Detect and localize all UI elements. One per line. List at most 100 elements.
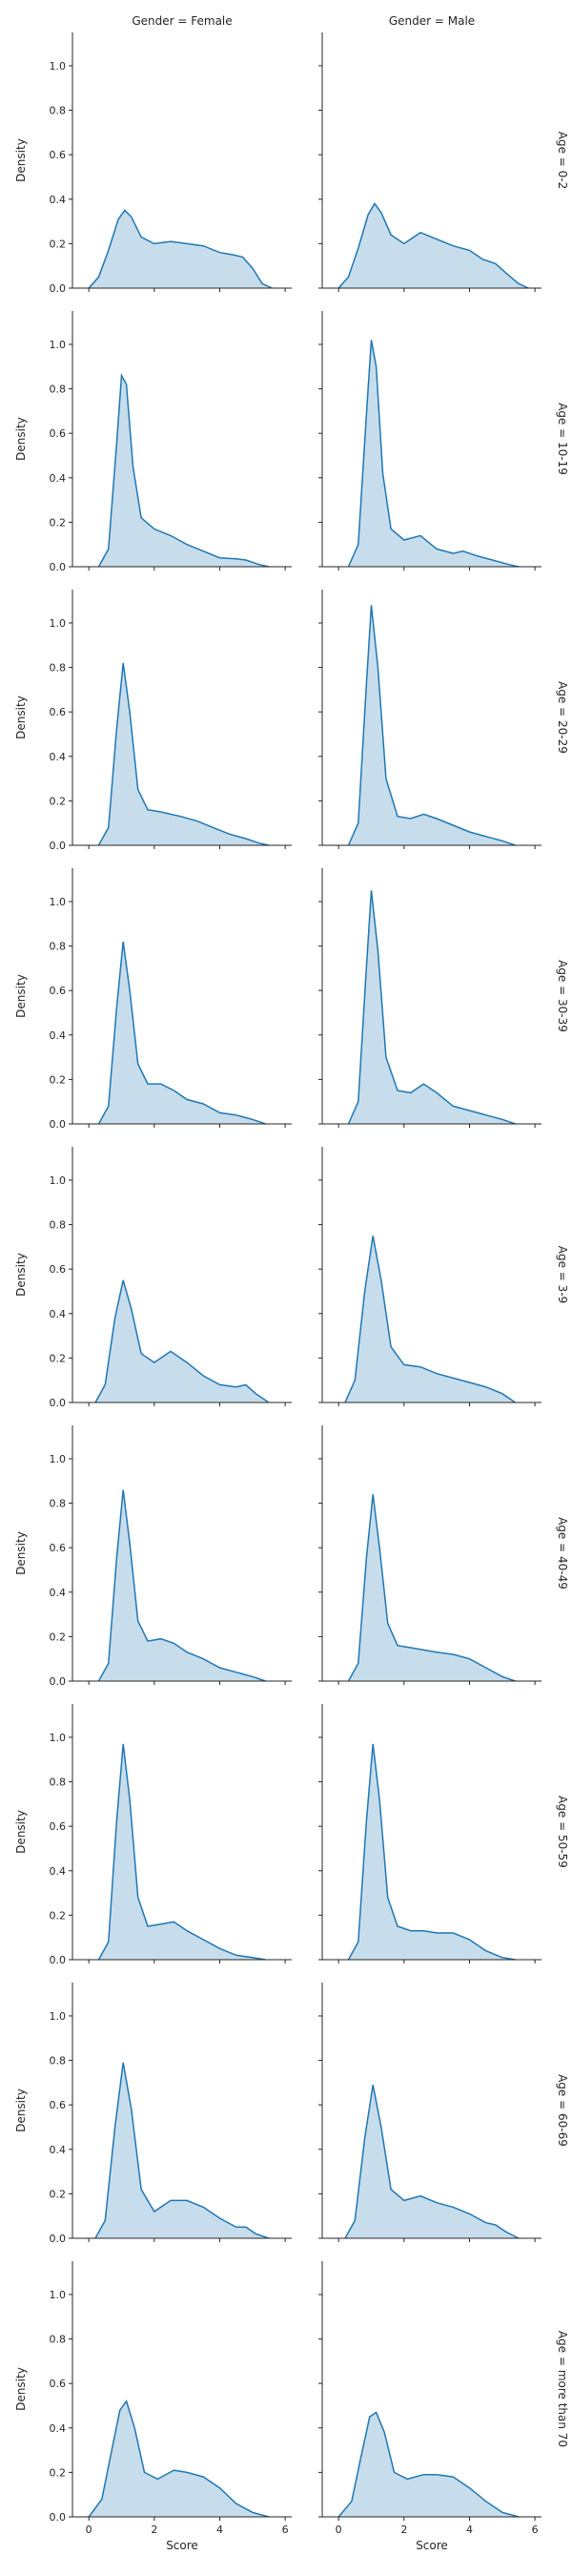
y-tick-label: 0.6 — [50, 706, 67, 718]
y-tick-label: 0.0 — [50, 1118, 67, 1131]
y-tick-label: 0.4 — [50, 2422, 67, 2435]
y-tick-label: 0.0 — [50, 1954, 67, 1966]
kde-area — [345, 2085, 519, 2238]
panel-age-0-2-gender-male — [318, 32, 541, 292]
y-tick-label: 0.8 — [50, 1219, 67, 1232]
kde-curve — [97, 1743, 266, 1961]
kde-area — [98, 941, 266, 1124]
kde-area — [95, 1279, 269, 1402]
y-tick-label: 0.8 — [50, 384, 67, 396]
kde-curve — [88, 2399, 270, 2518]
x-tick-label: 6 — [532, 2524, 539, 2536]
y-tick-label: 1.0 — [50, 2289, 67, 2301]
y-tick-label: 1.0 — [50, 1174, 67, 1187]
kde-curve — [94, 2062, 270, 2239]
kde-area — [348, 340, 519, 567]
y-tick-label: 1.0 — [50, 60, 67, 73]
kde-curve — [97, 941, 266, 1125]
row-title-age-20-29: Age = 20-29 — [556, 681, 569, 754]
kde-area — [98, 1489, 266, 1681]
panel-age-50-59-gender-female: 0.0 0.2 0.4 0.6 0.8 1.0 Density — [14, 1704, 292, 1966]
row-title-age-3-9: Age = 3-9 — [556, 1246, 569, 1304]
kde-curve — [344, 1236, 516, 1403]
y-tick-label: 0.6 — [50, 2099, 67, 2111]
y-tick-label: 0.0 — [50, 2511, 67, 2524]
y-tick-label: 0.4 — [50, 1029, 67, 1042]
kde-area — [348, 1743, 516, 1960]
y-tick-label: 0.0 — [50, 840, 67, 852]
kde-area — [348, 1494, 516, 1681]
kde-curve — [97, 662, 270, 846]
panel-age-20-29-gender-male — [318, 590, 541, 849]
panel-age-more-than-70-gender-female: 0.0 0.2 0.4 0.6 0.8 1.0 0 2 4 6 Density Score — [14, 2261, 292, 2552]
y-tick-label: 0.4 — [50, 1308, 67, 1320]
kde-curve — [344, 2085, 520, 2239]
kde-curve — [347, 1494, 516, 1682]
y-tick-label: 0.6 — [50, 2378, 67, 2390]
kde-curve — [94, 1279, 270, 1403]
kde-area — [98, 662, 269, 845]
y-tick-label: 0.8 — [50, 2055, 67, 2067]
panel-age-40-49-gender-male — [318, 1425, 541, 1685]
y-tick-label: 0.0 — [50, 1675, 67, 1688]
y-tick-label: 1.0 — [50, 339, 67, 351]
col-title-gender-female: Gender = Female — [132, 14, 232, 28]
panel-age-50-59-gender-male — [318, 1704, 541, 1963]
y-tick-label: 0.2 — [50, 1909, 67, 1922]
panel-age-10-19-gender-male — [318, 311, 541, 571]
y-tick-label: 0.4 — [50, 472, 67, 485]
y-axis-title: Density — [14, 974, 28, 1018]
kde-area — [89, 2400, 269, 2517]
y-axis-title: Density — [14, 696, 28, 739]
x-axis-title: Score — [166, 2539, 198, 2552]
y-tick-label: 0.6 — [50, 1542, 67, 1554]
panel-age-20-29-gender-female: 0.0 0.2 0.4 0.6 0.8 1.0 Density — [14, 590, 292, 852]
kde-area — [89, 210, 273, 288]
y-tick-label: 0.8 — [50, 1498, 67, 1510]
x-tick-label: 4 — [216, 2524, 223, 2536]
y-tick-label: 0.6 — [50, 1820, 67, 1833]
y-tick-label: 0.0 — [50, 561, 67, 573]
y-axis-title: Density — [14, 417, 28, 461]
panel-age-60-69-gender-female: 0.0 0.2 0.4 0.6 0.8 1.0 Density — [14, 1983, 292, 2245]
y-axis-title: Density — [14, 1253, 28, 1297]
row-title-age-60-69: Age = 60-69 — [556, 2074, 569, 2147]
row-title-age-40-49: Age = 40-49 — [556, 1517, 569, 1589]
y-tick-label: 0.0 — [50, 282, 67, 295]
y-axis-title: Density — [14, 1531, 28, 1575]
y-tick-label: 0.2 — [50, 2188, 67, 2200]
kde-area — [98, 375, 269, 567]
y-tick-label: 0.4 — [50, 2144, 67, 2156]
y-tick-label: 0.4 — [50, 194, 67, 206]
y-tick-label: 0.4 — [50, 1865, 67, 1878]
y-tick-label: 0.2 — [50, 1631, 67, 1643]
y-tick-label: 0.2 — [50, 516, 67, 529]
y-tick-label: 1.0 — [50, 896, 67, 908]
panel-age-more-than-70-gender-male: 0 2 4 6 Score — [318, 2261, 541, 2552]
y-tick-label: 0.2 — [50, 2466, 67, 2479]
y-axis-title: Density — [14, 1810, 28, 1854]
kde-curve — [337, 202, 529, 289]
y-axis-title: Density — [14, 2088, 28, 2132]
y-tick-label: 1.0 — [50, 2010, 67, 2023]
x-tick-label: 0 — [86, 2524, 92, 2536]
row-title-age-50-59: Age = 50-59 — [556, 1796, 569, 1868]
y-tick-label: 0.6 — [50, 149, 67, 161]
y-axis-title: Density — [14, 138, 28, 182]
y-tick-label: 0.2 — [50, 795, 67, 807]
y-tick-label: 0.0 — [50, 2233, 67, 2245]
y-tick-label: 0.8 — [50, 2334, 67, 2346]
y-tick-label: 0.6 — [50, 1263, 67, 1276]
y-tick-label: 0.0 — [50, 1397, 67, 1409]
x-tick-label: 0 — [336, 2524, 342, 2536]
x-tick-label: 2 — [400, 2524, 407, 2536]
y-tick-label: 0.4 — [50, 751, 67, 763]
kde-curve — [97, 1489, 266, 1682]
kde-area — [348, 605, 516, 845]
y-tick-label: 0.2 — [50, 1352, 67, 1364]
y-tick-label: 0.6 — [50, 427, 67, 440]
y-tick-label: 0.8 — [50, 662, 67, 675]
y-tick-label: 1.0 — [50, 1453, 67, 1465]
kde-curve — [88, 209, 273, 289]
